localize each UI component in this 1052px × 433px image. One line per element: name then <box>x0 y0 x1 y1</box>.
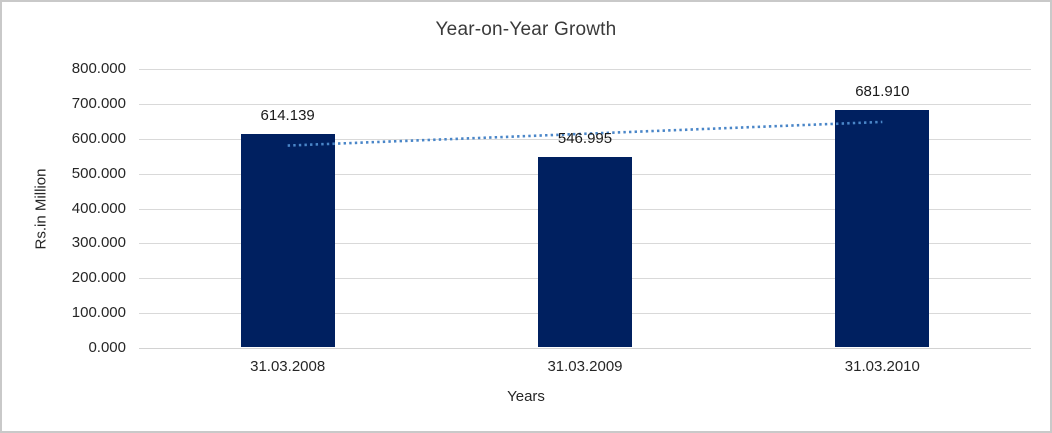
y-tick-label: 600.000 <box>71 129 126 147</box>
y-tick-label: 100.000 <box>71 304 126 322</box>
y-tick-label: 400.000 <box>71 199 126 217</box>
trendline <box>287 120 883 147</box>
gridline <box>139 103 1031 105</box>
y-tick-label: 700.000 <box>71 94 126 112</box>
y-tick-label: 500.000 <box>71 164 126 182</box>
x-tick-label: 31.03.2010 <box>844 358 920 375</box>
bar <box>538 157 632 347</box>
plot-area: 614.139 546.995 681.910 <box>139 69 1031 349</box>
bar-value-label: 681.910 <box>855 83 910 101</box>
chart-title: Year-on-Year Growth <box>435 19 617 40</box>
bar-value-label: 614.139 <box>260 106 315 124</box>
bar <box>835 110 930 347</box>
y-tick-label: 0.000 <box>88 339 126 356</box>
y-tick-label: 200.000 <box>71 269 126 287</box>
y-tick-label: 300.000 <box>71 234 126 252</box>
gridline <box>139 348 1031 349</box>
trendline-path <box>287 120 883 147</box>
x-tick-label: 31.03.2009 <box>547 358 623 375</box>
bar <box>240 133 335 347</box>
y-axis-ticks: 800.000 700.000 600.000 500.000 400.000 300.0… <box>2 60 126 356</box>
gridline <box>139 69 1031 70</box>
x-axis-ticks: 31.03.2008 31.03.2009 31.03.2010 <box>139 358 1031 378</box>
bar-value-label: 546.995 <box>557 130 613 148</box>
y-tick-label: 800.000 <box>71 60 126 77</box>
x-axis-title: Years <box>507 388 545 405</box>
gridline <box>139 138 1031 140</box>
x-tick-label: 31.03.2008 <box>250 358 326 375</box>
